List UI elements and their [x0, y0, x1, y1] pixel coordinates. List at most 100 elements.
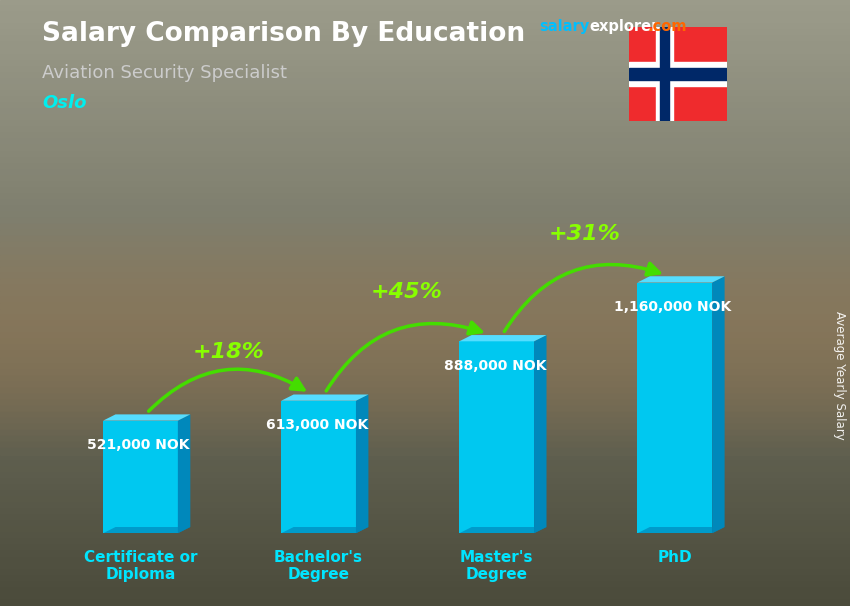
- Bar: [0, 0, 850, 6]
- Bar: [0, 364, 850, 370]
- Bar: [0, 515, 850, 521]
- Bar: [0, 164, 850, 170]
- Bar: [0, 176, 850, 182]
- Text: +18%: +18%: [192, 342, 264, 362]
- Bar: [0, 18, 850, 24]
- Bar: [0, 194, 850, 200]
- Bar: [0, 236, 850, 242]
- Bar: [0, 370, 850, 376]
- Bar: [0, 485, 850, 491]
- Text: explorer: explorer: [589, 19, 659, 35]
- Bar: [103, 421, 178, 533]
- Bar: [0, 218, 850, 224]
- Polygon shape: [459, 527, 547, 533]
- Bar: [0, 370, 850, 376]
- Bar: [0, 497, 850, 503]
- Bar: [0, 261, 850, 267]
- Bar: [0, 509, 850, 515]
- Bar: [0, 218, 850, 224]
- Text: 1,160,000 NOK: 1,160,000 NOK: [615, 300, 732, 314]
- Bar: [0, 267, 850, 273]
- Bar: [0, 206, 850, 212]
- Bar: [0, 570, 850, 576]
- Bar: [0, 12, 850, 18]
- Bar: [0, 533, 850, 539]
- Bar: [0, 67, 850, 73]
- Bar: [0, 430, 850, 436]
- Bar: [0, 91, 850, 97]
- Text: 888,000 NOK: 888,000 NOK: [444, 359, 546, 373]
- Bar: [0, 461, 850, 467]
- Bar: [0, 479, 850, 485]
- Polygon shape: [281, 395, 368, 401]
- Text: Aviation Security Specialist: Aviation Security Specialist: [42, 64, 287, 82]
- Bar: [0, 588, 850, 594]
- Polygon shape: [534, 335, 547, 533]
- Bar: [0, 24, 850, 30]
- Bar: [0, 382, 850, 388]
- Bar: [0, 424, 850, 430]
- Bar: [0, 291, 850, 297]
- Bar: [0, 109, 850, 115]
- Bar: [0, 188, 850, 194]
- Bar: [629, 68, 727, 80]
- Bar: [0, 382, 850, 388]
- Bar: [281, 401, 356, 533]
- Bar: [0, 545, 850, 551]
- Bar: [0, 467, 850, 473]
- Bar: [0, 430, 850, 436]
- Bar: [0, 42, 850, 48]
- Bar: [0, 576, 850, 582]
- Bar: [0, 152, 850, 158]
- Bar: [0, 400, 850, 406]
- Bar: [0, 364, 850, 370]
- Bar: [0, 121, 850, 127]
- Bar: [0, 448, 850, 454]
- Bar: [0, 473, 850, 479]
- Polygon shape: [103, 527, 190, 533]
- Bar: [0, 230, 850, 236]
- Bar: [0, 558, 850, 564]
- Text: +31%: +31%: [548, 224, 620, 244]
- Bar: [0, 36, 850, 42]
- Bar: [0, 224, 850, 230]
- Bar: [0, 539, 850, 545]
- Text: .com: .com: [648, 19, 687, 35]
- Bar: [0, 6, 850, 12]
- Bar: [0, 127, 850, 133]
- Bar: [0, 170, 850, 176]
- Bar: [0, 303, 850, 309]
- Bar: [0, 285, 850, 291]
- Bar: [0, 315, 850, 321]
- Bar: [0, 145, 850, 152]
- Bar: [0, 339, 850, 345]
- Bar: [0, 158, 850, 164]
- Polygon shape: [459, 335, 547, 341]
- Bar: [0, 315, 850, 321]
- Bar: [0, 303, 850, 309]
- Bar: [0, 600, 850, 606]
- Bar: [0, 248, 850, 255]
- Bar: [0, 376, 850, 382]
- Bar: [0, 358, 850, 364]
- Bar: [0, 418, 850, 424]
- Bar: [0, 321, 850, 327]
- Text: Average Yearly Salary: Average Yearly Salary: [833, 311, 846, 440]
- Text: 521,000 NOK: 521,000 NOK: [88, 438, 190, 452]
- Bar: [0, 97, 850, 103]
- Bar: [0, 358, 850, 364]
- Bar: [0, 182, 850, 188]
- Bar: [0, 345, 850, 351]
- Bar: [0, 333, 850, 339]
- Text: salary: salary: [540, 19, 590, 35]
- Bar: [0, 48, 850, 55]
- Bar: [0, 297, 850, 303]
- Bar: [0, 255, 850, 261]
- Bar: [0, 406, 850, 412]
- Bar: [0, 551, 850, 558]
- Bar: [0, 139, 850, 145]
- Bar: [0, 297, 850, 303]
- Bar: [0, 339, 850, 345]
- Bar: [0, 61, 850, 67]
- Polygon shape: [712, 276, 724, 533]
